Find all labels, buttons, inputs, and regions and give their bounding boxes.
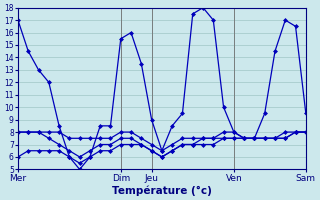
X-axis label: Température (°c): Température (°c): [112, 185, 212, 196]
